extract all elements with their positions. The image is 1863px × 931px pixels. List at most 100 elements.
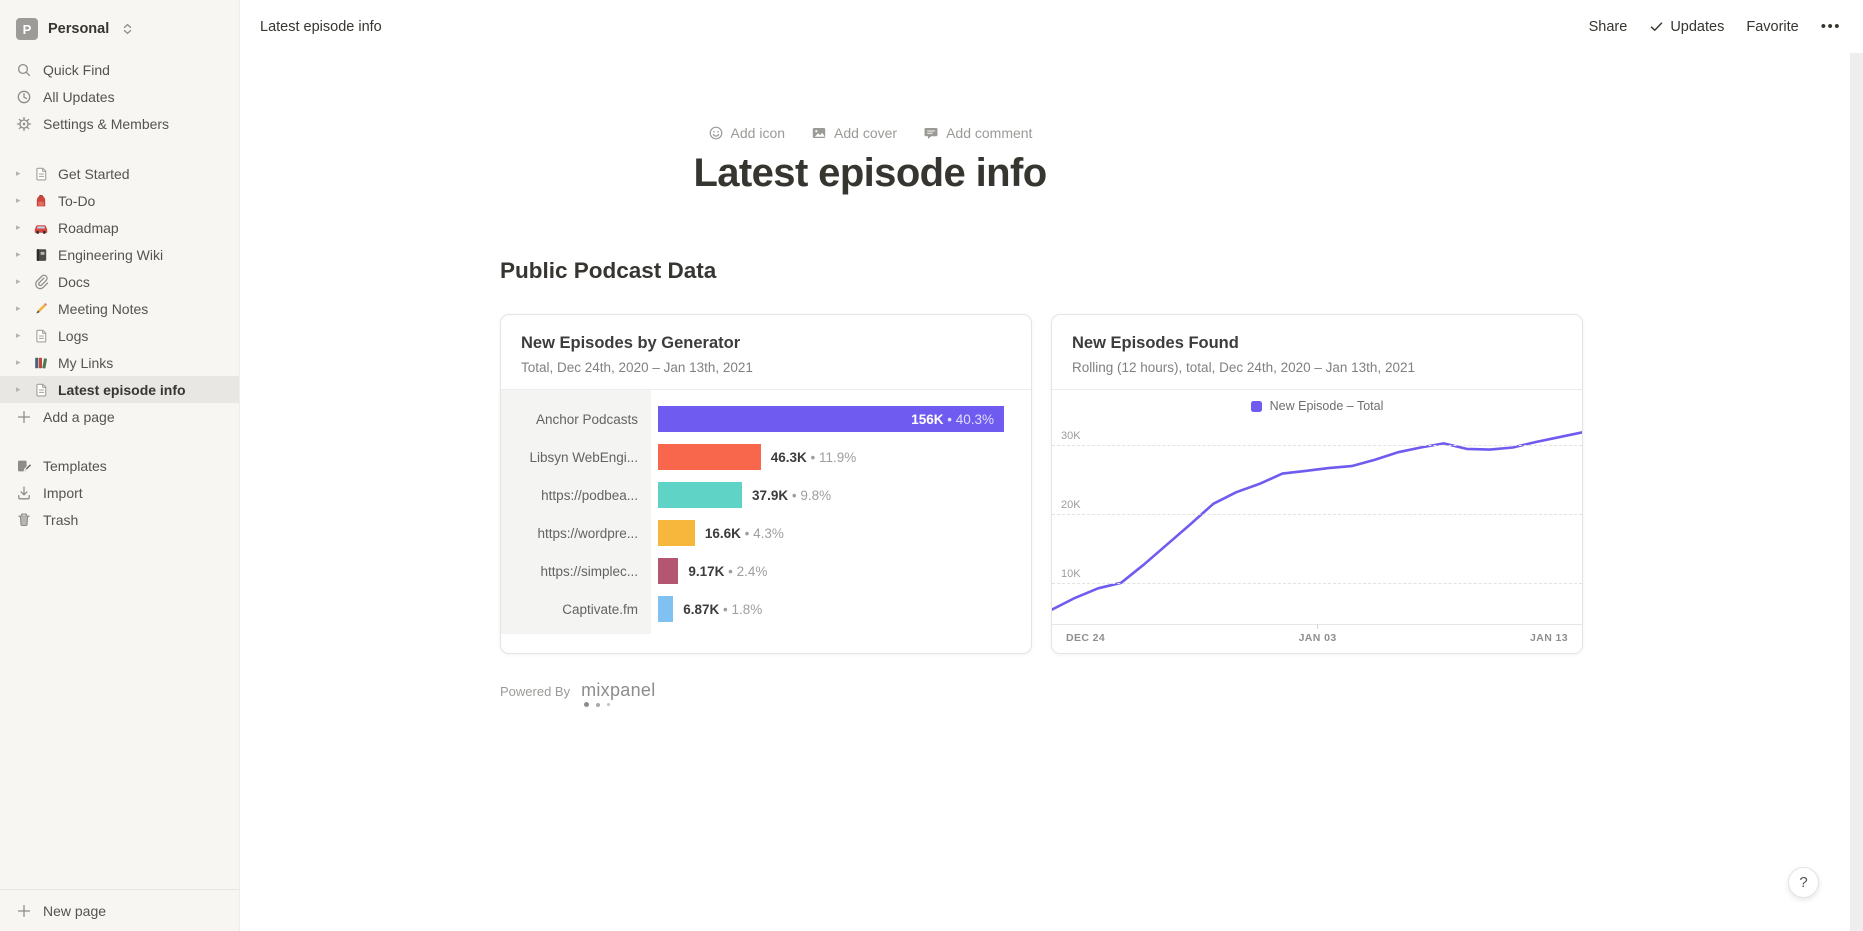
- bar-track: 6.87K • 1.8%: [658, 596, 1004, 622]
- check-icon: [1651, 22, 1663, 31]
- more-options-button[interactable]: •••: [1820, 18, 1841, 35]
- bar-category-label: https://wordpre...: [537, 525, 638, 541]
- help-button[interactable]: ?: [1788, 867, 1819, 898]
- sidebar-page-label: My Links: [58, 354, 114, 371]
- bar-row-https-podbea: https://podbea... 37.9K • 9.8%: [501, 476, 1031, 514]
- sidebar-item-label: Import: [43, 484, 83, 501]
- trash-icon: [16, 512, 32, 528]
- legend-label: New Episode – Total: [1269, 399, 1384, 413]
- gridline-20k: [1052, 514, 1582, 516]
- search-icon: [16, 62, 32, 78]
- sidebar-page-logs[interactable]: ▸ Logs: [0, 322, 239, 349]
- add-a-page-label: Add a page: [43, 408, 115, 425]
- expand-toggle-icon[interactable]: ▸: [16, 303, 21, 313]
- bar-value-label: 37.9K • 9.8%: [752, 487, 832, 503]
- new-page-button[interactable]: New page: [0, 889, 239, 931]
- sidebar-item-quick-find[interactable]: Quick Find: [0, 56, 239, 83]
- expand-toggle-icon[interactable]: ▸: [16, 357, 21, 367]
- updates-button[interactable]: Updates: [1649, 19, 1724, 35]
- sidebar-page-meeting-notes[interactable]: ▸ Meeting Notes: [0, 295, 239, 322]
- bar-value-label: 156K • 40.3%: [911, 411, 994, 427]
- books-icon: [32, 355, 50, 371]
- sidebar-item-settings-members[interactable]: Settings & Members: [0, 110, 239, 137]
- bar-value-label: 6.87K • 1.8%: [683, 601, 763, 617]
- sidebar-item-label: Trash: [43, 511, 79, 528]
- section-heading[interactable]: Public Podcast Data: [500, 258, 717, 283]
- breadcrumb[interactable]: Latest episode info: [260, 18, 382, 35]
- bar-chart-body: Anchor Podcasts 156K • 40.3% Libsyn WebEng…: [501, 390, 1031, 646]
- backpack-icon: [32, 193, 50, 209]
- gear-icon: [16, 116, 32, 132]
- bar-row-https-wordpre: https://wordpre... 16.6K • 4.3%: [501, 514, 1031, 552]
- sidebar-item-import[interactable]: Import: [0, 479, 239, 506]
- sidebar-page-label: Docs: [58, 273, 90, 290]
- mixpanel-logo[interactable]: mixpanel: [581, 680, 655, 707]
- add-cover-button[interactable]: Add cover: [811, 125, 897, 141]
- bar-category-label: Libsyn WebEngi...: [529, 449, 638, 465]
- expand-toggle-icon[interactable]: ▸: [16, 195, 21, 205]
- bar: [658, 444, 761, 470]
- share-button[interactable]: Share: [1588, 18, 1628, 35]
- bar-row-https-simplec: https://simplec... 9.17K • 2.4%: [501, 552, 1031, 590]
- sidebar-page-latest-episode-info[interactable]: ▸ Latest episode info: [0, 376, 239, 403]
- line-chart-card: New Episodes Found Rolling (12 hours), t…: [1051, 314, 1583, 654]
- smiley-icon: [709, 126, 722, 140]
- page-icon: [32, 382, 50, 398]
- notebook-icon: [32, 247, 50, 263]
- expand-toggle-icon[interactable]: ▸: [16, 330, 21, 340]
- comment-icon: [924, 128, 938, 139]
- sidebar-page-my-links[interactable]: ▸ My Links: [0, 349, 239, 376]
- sidebar-page-label: Latest episode info: [58, 381, 186, 398]
- divider: [1052, 389, 1582, 390]
- gridline-30k: [1052, 445, 1582, 447]
- sidebar-page-get-started[interactable]: ▸ Get Started: [0, 160, 239, 187]
- sidebar-item-all-updates[interactable]: All Updates: [0, 83, 239, 110]
- legend-swatch: [1250, 400, 1262, 412]
- plus-icon: [16, 409, 32, 425]
- sidebar-item-templates[interactable]: Templates: [0, 452, 239, 479]
- sidebar-page-label: Roadmap: [58, 219, 119, 236]
- scrollbar[interactable]: [1850, 53, 1863, 931]
- y-tick-label: 10K: [1061, 567, 1081, 580]
- sidebar-page-docs[interactable]: ▸ Docs: [0, 268, 239, 295]
- add-a-page-button[interactable]: Add a page: [0, 403, 239, 430]
- expand-toggle-icon[interactable]: ▸: [16, 384, 21, 394]
- bar: [658, 482, 743, 508]
- favorite-button[interactable]: Favorite: [1746, 18, 1799, 35]
- axis-tick: [1317, 624, 1318, 629]
- plus-icon: [16, 903, 32, 919]
- sidebar-page-roadmap[interactable]: ▸ Roadmap: [0, 214, 239, 241]
- bar-category-label: https://podbea...: [541, 487, 638, 503]
- bar-value-label: 16.6K • 4.3%: [704, 525, 784, 541]
- expand-toggle-icon[interactable]: ▸: [16, 168, 21, 178]
- x-axis: DEC 24 JAN 03 JAN 13: [1052, 624, 1582, 653]
- line-chart-title: New Episodes Found: [1072, 334, 1239, 352]
- add-icon-button[interactable]: Add icon: [708, 125, 785, 141]
- sidebar-item-trash[interactable]: Trash: [0, 506, 239, 533]
- sidebar-item-label: All Updates: [43, 88, 115, 105]
- sidebar-page-label: Logs: [58, 327, 89, 344]
- sidebar-page-tree: ▸ Get Started ▸ To-Do ▸ Roadmap ▸ Engineering W…: [0, 160, 239, 403]
- sidebar-page-engineering-wiki[interactable]: ▸ Engineering Wiki: [0, 241, 239, 268]
- page-title[interactable]: Latest episode info: [693, 151, 1047, 195]
- sidebar-page-to-do[interactable]: ▸ To-Do: [0, 187, 239, 214]
- y-tick-label: 30K: [1061, 430, 1081, 443]
- paperclip-icon: [32, 274, 50, 290]
- bar-track: 46.3K • 11.9%: [658, 444, 1004, 470]
- add-comment-button[interactable]: Add comment: [923, 125, 1032, 141]
- expand-toggle-icon[interactable]: ▸: [16, 249, 21, 259]
- bar: [658, 520, 695, 546]
- mixpanel-dots: [584, 702, 655, 707]
- line-series: [1052, 418, 1582, 624]
- sidebar-page-label: To-Do: [58, 192, 96, 209]
- image-icon: [812, 128, 826, 138]
- expand-toggle-icon[interactable]: ▸: [16, 276, 21, 286]
- workspace-switcher[interactable]: P Personal: [0, 12, 239, 46]
- x-tick-label: JAN 13: [1529, 632, 1568, 644]
- bar-row-captivate-fm: Captivate.fm 6.87K • 1.8%: [501, 590, 1031, 628]
- x-tick-label: JAN 03: [1298, 632, 1337, 644]
- bar: 156K • 40.3%: [658, 406, 1004, 432]
- workspace-avatar: P: [16, 18, 38, 40]
- expand-toggle-icon[interactable]: ▸: [16, 222, 21, 232]
- x-tick-label: DEC 24: [1066, 632, 1106, 644]
